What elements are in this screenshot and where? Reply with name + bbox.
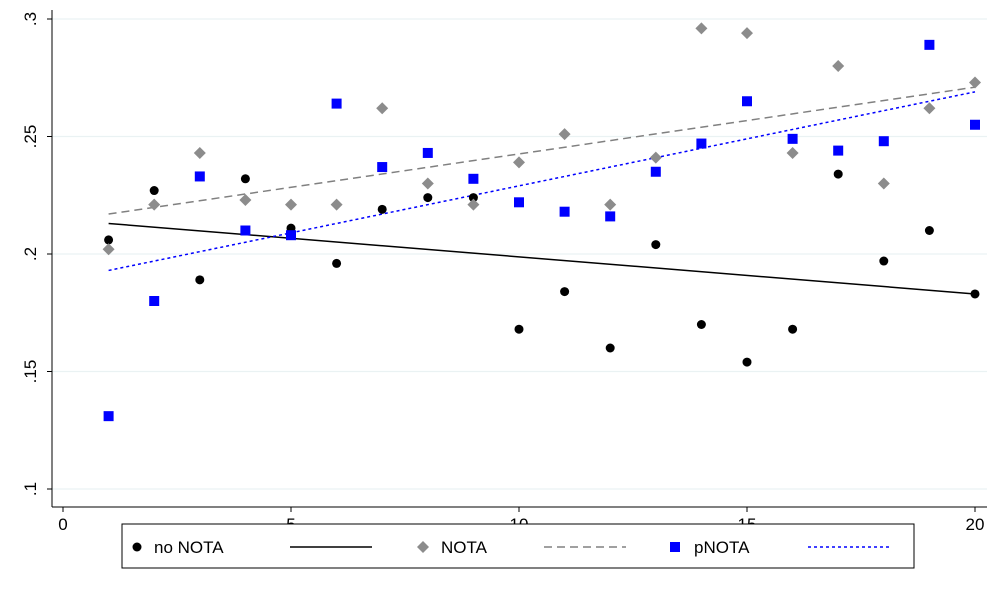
data-point	[696, 138, 707, 149]
x-tick-label: 20	[966, 515, 985, 534]
data-point	[514, 324, 524, 334]
data-point	[514, 197, 524, 208]
data-point	[377, 204, 387, 214]
y-tick-label: .1	[21, 482, 40, 496]
data-point	[332, 258, 342, 268]
data-point	[331, 98, 342, 109]
data-point	[787, 133, 798, 144]
x-tick-label: 0	[58, 515, 67, 534]
data-point	[604, 198, 617, 211]
data-point	[239, 193, 252, 206]
data-point	[467, 198, 480, 211]
y-tick-label: .3	[21, 12, 40, 26]
data-point	[148, 198, 161, 211]
data-point	[102, 243, 115, 256]
data-point	[696, 320, 706, 329]
data-point	[650, 166, 661, 177]
data-point	[605, 343, 615, 353]
y-tick-label: .2	[21, 247, 40, 261]
data-point	[422, 147, 433, 158]
data-point	[558, 128, 571, 141]
data-point	[468, 193, 478, 203]
data-point	[970, 119, 980, 130]
legend-marker-pnota	[670, 542, 680, 552]
data-point	[240, 225, 251, 236]
data-point	[377, 162, 388, 173]
data-point	[468, 173, 479, 184]
y-tick-label: .15	[21, 360, 40, 384]
fit-lines	[108, 86, 976, 295]
data-point	[788, 324, 798, 334]
data-point	[832, 60, 845, 72]
data-point	[970, 289, 980, 299]
data-point	[104, 235, 114, 245]
y-tick-label: .25	[21, 125, 40, 149]
data-point	[742, 96, 752, 107]
data-point	[559, 206, 570, 217]
data-point	[195, 275, 205, 285]
data-point	[924, 226, 934, 235]
data-point	[285, 198, 297, 211]
data-point	[286, 230, 296, 241]
data-point	[330, 198, 343, 211]
data-point	[651, 240, 661, 250]
data-point	[560, 287, 570, 297]
legend-label-pnota: pNOTA	[694, 538, 750, 557]
data-point	[695, 22, 708, 35]
data-point	[149, 186, 159, 196]
data-point	[605, 211, 616, 222]
legend: no NOTA NOTA pNOTA	[121, 523, 915, 569]
fit-line	[108, 86, 976, 215]
data-point	[513, 156, 525, 169]
fit-line	[108, 222, 976, 295]
data-point	[879, 256, 889, 266]
data-point	[421, 177, 434, 190]
data-point	[149, 296, 160, 306]
data-point	[376, 102, 389, 115]
data-point	[878, 136, 889, 147]
legend-marker-no-nota	[132, 542, 142, 552]
data-point	[924, 39, 935, 50]
data-point	[194, 171, 205, 182]
data-point	[240, 174, 250, 184]
y-ticks: .1 .15 .2 .25 .3	[21, 12, 52, 496]
data-point	[423, 193, 433, 203]
data-point	[833, 145, 844, 156]
data-point	[923, 102, 936, 115]
data-point	[969, 76, 981, 89]
data-point	[786, 146, 799, 159]
legend-label-no-nota: no NOTA	[154, 538, 224, 557]
data-point	[649, 151, 662, 164]
grid	[52, 18, 987, 490]
data-point	[742, 357, 752, 367]
data-point	[103, 411, 114, 422]
legend-label-nota: NOTA	[441, 538, 488, 557]
data-point	[833, 169, 843, 179]
data-point	[877, 177, 890, 190]
data-points	[102, 22, 981, 422]
data-point	[741, 27, 753, 40]
legend-marker-nota	[417, 541, 429, 553]
legend-box	[121, 523, 915, 569]
data-point	[193, 146, 206, 159]
